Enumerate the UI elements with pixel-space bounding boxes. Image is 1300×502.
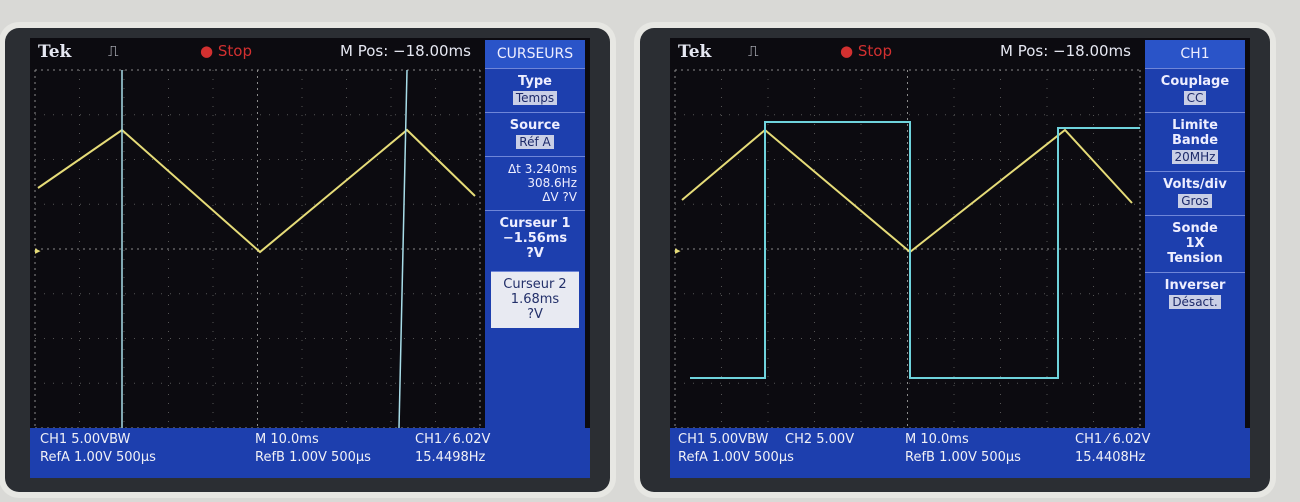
menu-label: Limite Bande: [1147, 118, 1243, 148]
menu-line: 308.6Hz: [487, 176, 583, 190]
menu-label: Volts/div: [1147, 177, 1243, 192]
ground-marker: ▸: [675, 244, 681, 257]
status-dot: ●: [840, 42, 858, 60]
page: {"screens":[ {"header":{"brand":"Tek","s…: [0, 0, 1300, 502]
menu-line: Curseur 2: [493, 277, 577, 292]
cursor-line: [399, 70, 407, 428]
menu-title: CURSEURS: [485, 40, 585, 68]
menu-item: Source Réf A: [485, 112, 585, 156]
brand: Tek: [678, 42, 711, 62]
menu-line: ΔV ?V: [487, 190, 583, 204]
menu-value: Désact.: [1169, 295, 1220, 309]
status-text: RefA 1.00V 500µs: [678, 450, 794, 465]
status-bar: CH1 5.00VBW CH2 5.00V RefA 1.00V 500µs M 10…: [670, 428, 1250, 478]
status-text: CH1 ⁄ 6.02V: [1075, 432, 1150, 447]
status-bar: CH1 5.00VBW RefA 1.00V 500µs M 10.0ms RefB …: [30, 428, 590, 478]
status-text: M 10.0ms: [905, 432, 969, 447]
trace-ch1: [38, 130, 475, 252]
menu-line: −1.56ms: [487, 231, 583, 246]
menu-line: ?V: [487, 246, 583, 261]
menu-label: Couplage: [1147, 74, 1243, 89]
status: Stop: [218, 42, 252, 60]
m-pos: M Pos: −18.00ms: [1000, 42, 1131, 60]
ground-marker: ▸: [35, 244, 41, 257]
status-text: CH1 ⁄ 6.02V: [415, 432, 490, 447]
menu-label: Type: [487, 74, 583, 89]
menu-title: CH1: [1145, 40, 1245, 68]
menu-item: Inverser Désact.: [1145, 272, 1245, 316]
brand: Tek: [38, 42, 71, 62]
status-text: CH1 5.00VBW: [40, 432, 130, 447]
menu-line: 1.68ms: [493, 292, 577, 307]
status-dot: ●: [200, 42, 218, 60]
status-stop: ● Stop: [840, 42, 892, 60]
graticule: ▸: [670, 38, 1145, 478]
menu-line: ?V: [493, 307, 577, 322]
menu-line: 1X: [1147, 236, 1243, 251]
menu-value: 20MHz: [1172, 150, 1219, 164]
status-text: RefB 1.00V 500µs: [255, 450, 371, 465]
side-menu: CH1 Couplage CC Limite Bande 20MHz Volts/div G…: [1145, 40, 1245, 428]
status: Stop: [858, 42, 892, 60]
menu-line: Sonde: [1147, 221, 1243, 236]
status-text: RefB 1.00V 500µs: [905, 450, 1021, 465]
menu-item: Couplage CC: [1145, 68, 1245, 112]
scope-screen: ▸ Tek ⎍ ● Stop M Pos: −18.00ms CH1 Couplage CC L…: [670, 38, 1250, 478]
menu-value: Gros: [1178, 194, 1212, 208]
status-text: RefA 1.00V 500µs: [40, 450, 156, 465]
status-text: 15.4408Hz: [1075, 450, 1145, 465]
menu-line: Curseur 1: [487, 216, 583, 231]
status-text: CH1 5.00VBW: [678, 432, 768, 447]
status-stop: ● Stop: [200, 42, 252, 60]
trigger-icon: ⎍: [748, 42, 759, 60]
menu-value: CC: [1184, 91, 1207, 105]
trace-ch2: [690, 122, 1140, 378]
status-text: 15.4498Hz: [415, 450, 485, 465]
scope-screen: ▸ Tek ⎍ ● Stop M Pos: −18.00ms CURSEURS Type Te…: [30, 38, 590, 478]
menu-item: Limite Bande 20MHz: [1145, 112, 1245, 171]
graticule: ▸: [30, 38, 485, 478]
menu-value: Réf A: [516, 135, 553, 149]
status-text: M 10.0ms: [255, 432, 319, 447]
menu-item: Type Temps: [485, 68, 585, 112]
menu-label: Inverser: [1147, 278, 1243, 293]
trigger-icon: ⎍: [108, 42, 119, 60]
menu-item: Volts/div Gros: [1145, 171, 1245, 215]
menu-item: Curseur 1−1.56ms?V: [485, 210, 585, 267]
status-text: CH2 5.00V: [785, 432, 854, 447]
menu-label: Source: [487, 118, 583, 133]
menu-value: Temps: [513, 91, 557, 105]
menu-line: Tension: [1147, 251, 1243, 266]
menu-line: Δt 3.240ms: [487, 162, 583, 176]
m-pos: M Pos: −18.00ms: [340, 42, 471, 60]
